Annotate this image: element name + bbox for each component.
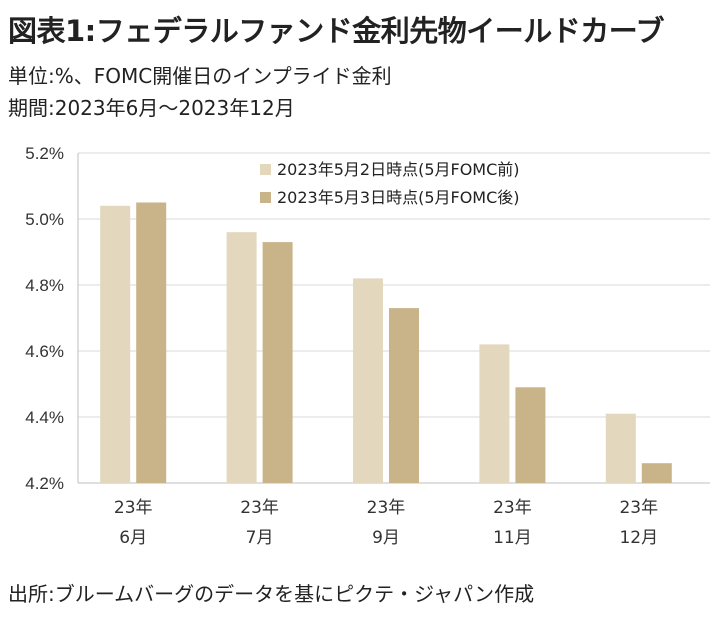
y-tick-label: 4.8%	[25, 276, 64, 295]
bar-after-fomc-1	[262, 242, 293, 483]
bar-before-fomc-1	[226, 232, 257, 483]
bar-before-fomc-0	[100, 205, 131, 484]
x-tick-label: 6月	[119, 528, 147, 548]
x-tick-label: 23年	[114, 498, 153, 518]
x-tick-label: 11月	[493, 528, 532, 548]
y-tick-label: 4.4%	[25, 408, 64, 427]
x-tick-label: 23年	[619, 498, 658, 518]
y-tick-label: 5.2%	[25, 144, 64, 163]
y-tick-label: 4.6%	[25, 342, 64, 361]
bar-after-fomc-4	[641, 463, 672, 483]
bar-before-fomc-4	[605, 413, 636, 483]
y-tick-label: 5.0%	[25, 210, 64, 229]
bar-after-fomc-0	[136, 202, 167, 483]
y-axis-ticks: 4.2% 4.4% 4.6% 4.8% 5.0% 5.2%	[25, 144, 64, 493]
y-tick-label: 4.2%	[25, 474, 64, 493]
x-tick-label: 23年	[493, 498, 532, 518]
legend-label: 2023年5月2日時点(5月FOMC前)	[277, 160, 520, 179]
bar-after-fomc-2	[389, 308, 419, 483]
legend: 2023年5月2日時点(5月FOMC前) 2023年5月3日時点(5月FOMC後)	[260, 160, 520, 207]
source-note: 出所:ブルームバーグのデータを基にピクテ・ジャパン作成	[8, 582, 535, 606]
x-tick-label: 12月	[619, 528, 658, 548]
period-note: 期間:2023年6月～2023年12月	[8, 96, 295, 120]
unit-note: 単位:%、FOMC開催日のインプライド金利	[8, 64, 392, 88]
legend-label: 2023年5月3日時点(5月FOMC後)	[277, 188, 520, 207]
x-tick-label: 7月	[246, 528, 274, 548]
grid-lines	[77, 152, 710, 484]
bar-before-fomc-2	[353, 278, 383, 483]
x-axis-labels: 23年 6月 23年 7月 23年 9月 23年 11月 23年 12月	[114, 498, 658, 548]
x-tick-label: 23年	[367, 498, 406, 518]
legend-swatch	[260, 164, 271, 175]
legend-swatch	[260, 192, 271, 203]
chart-title: 図表1:フェデラルファンド金利先物イールドカーブ	[8, 14, 665, 48]
bar-after-fomc-3	[515, 387, 546, 483]
x-tick-label: 9月	[372, 528, 400, 548]
bar-before-fomc-3	[479, 344, 510, 483]
x-tick-label: 23年	[240, 498, 279, 518]
bars	[100, 202, 672, 484]
